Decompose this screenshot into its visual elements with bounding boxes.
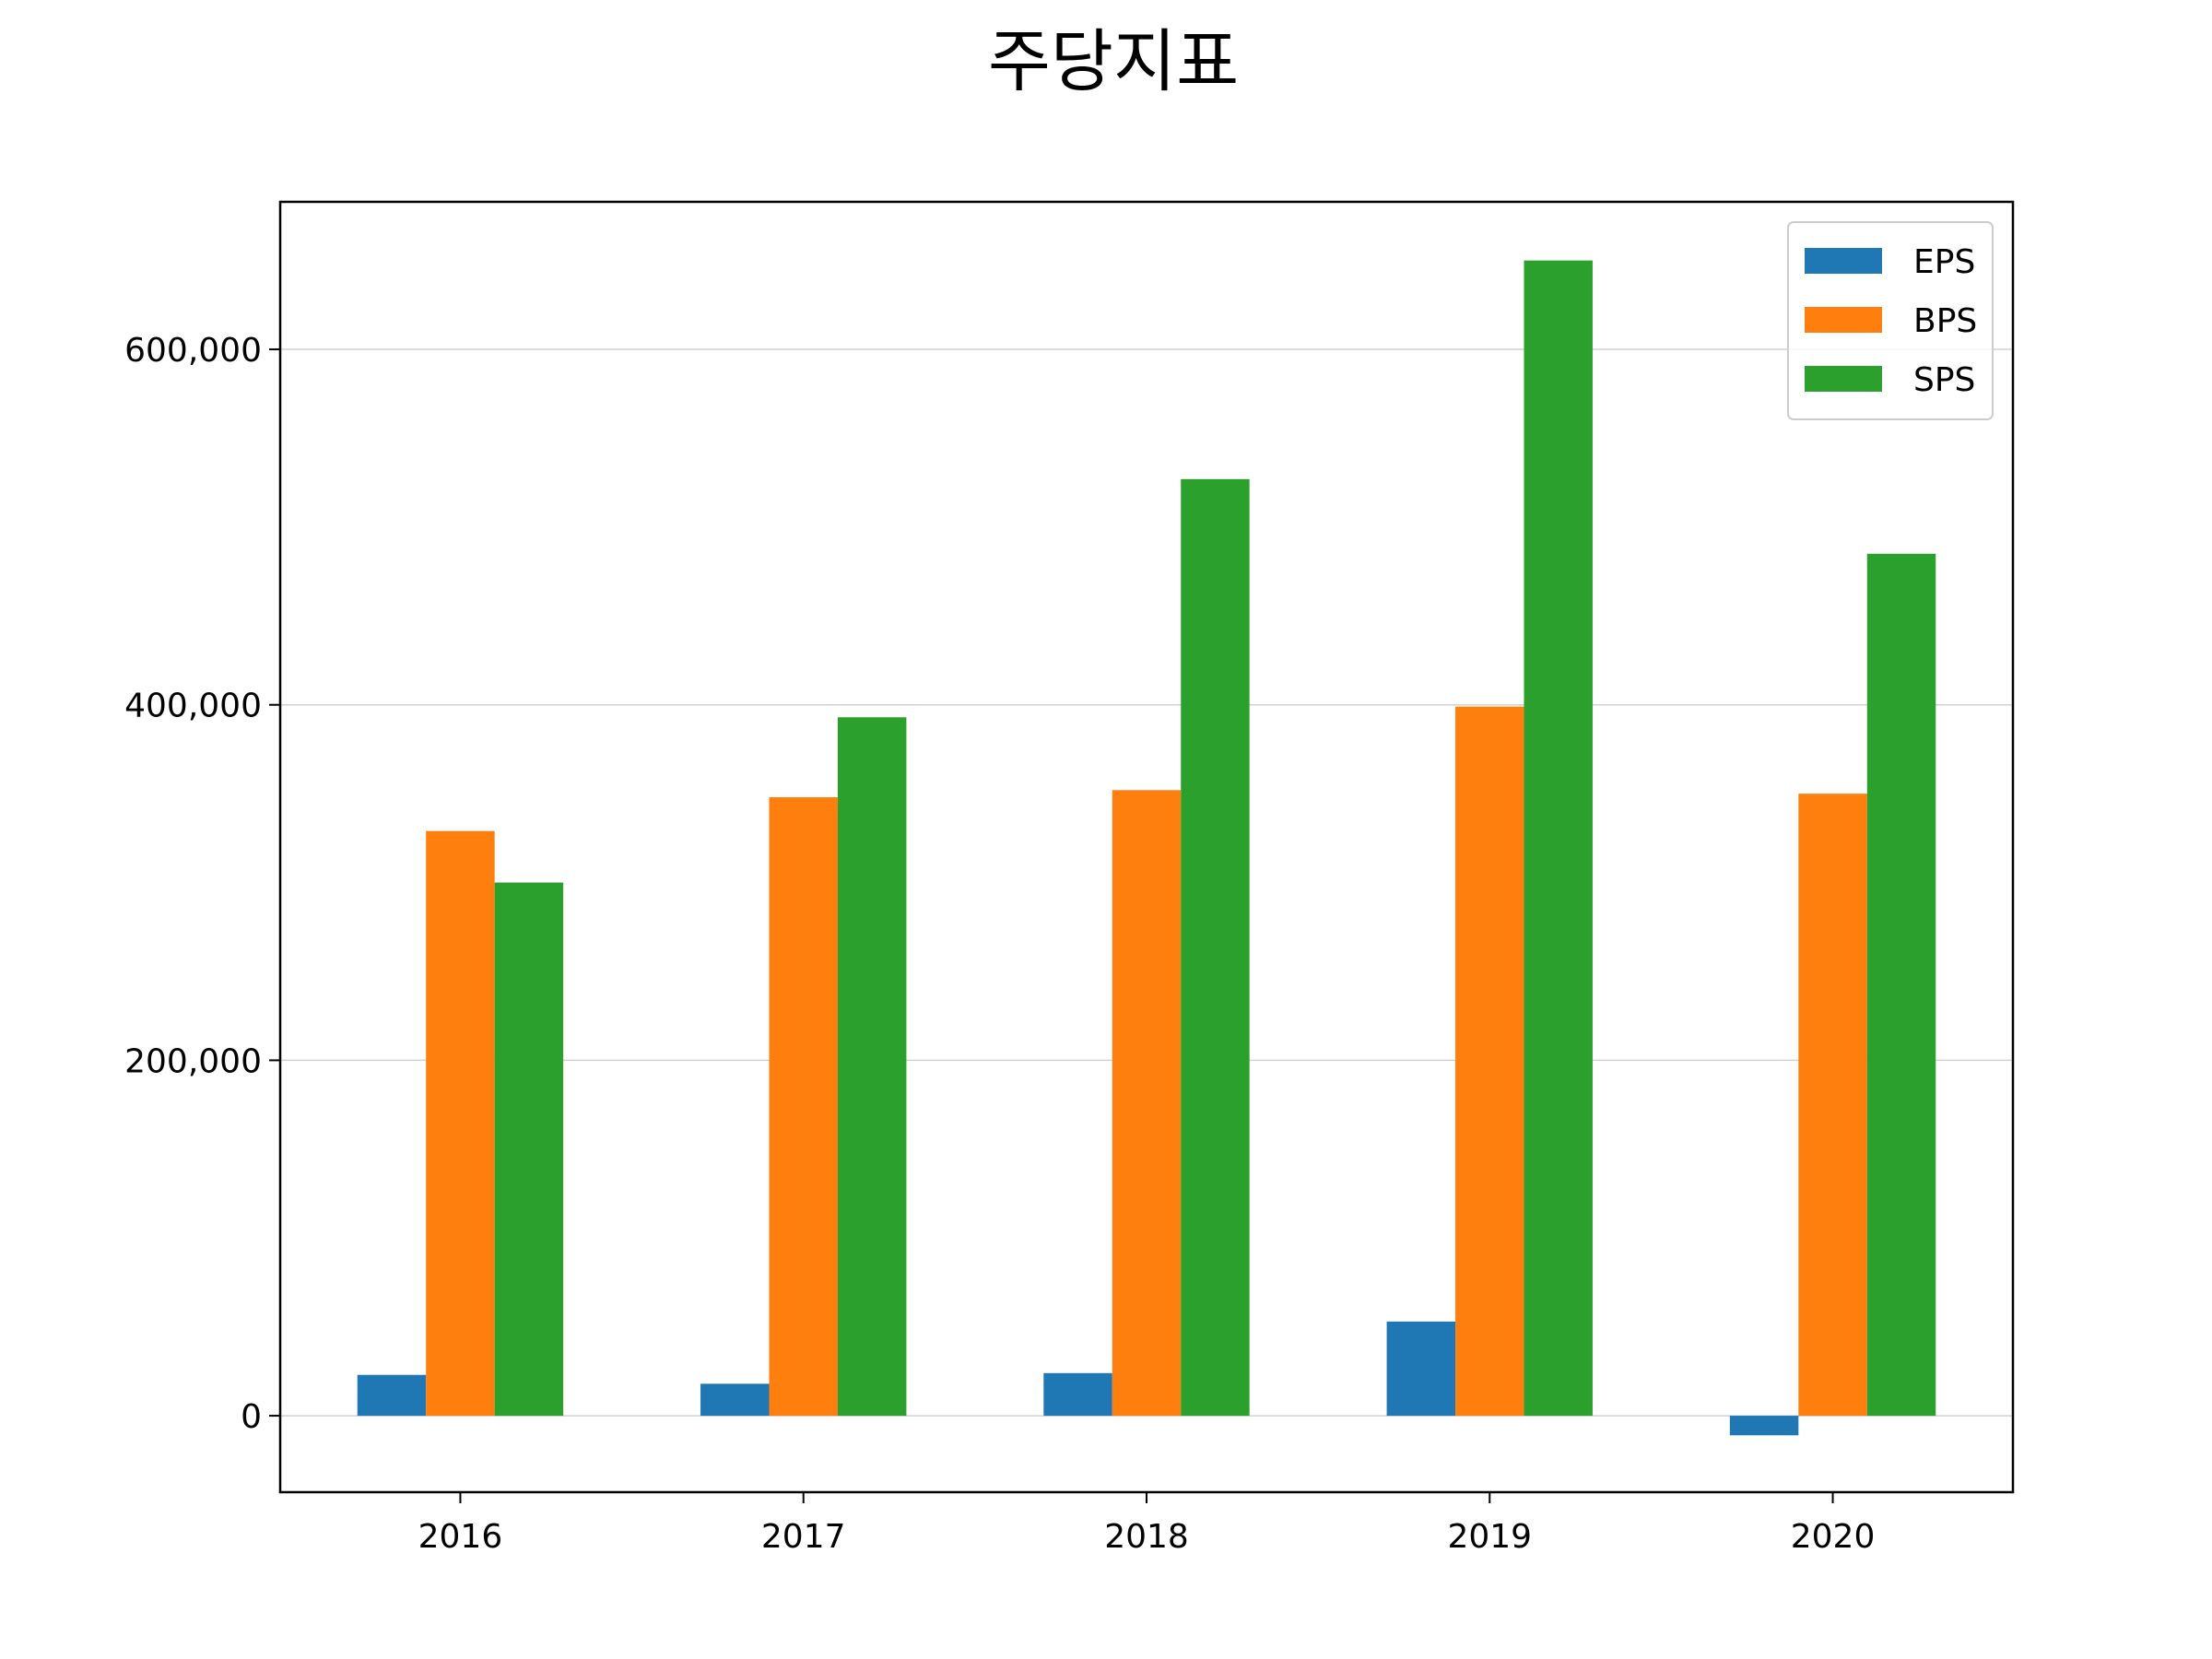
legend-label-bps: BPS [1913,302,1977,340]
bar-bps-2019 [1455,706,1524,1417]
bar-bps-2016 [426,830,495,1417]
bar-sps-2019 [1524,260,1593,1417]
x-axis: 2016 2017 2018 2019 2020 [418,1492,1876,1556]
chart-title: 주당지표 [988,22,1239,101]
legend-swatch-sps [1805,366,1882,392]
x-tick-label: 2017 [761,1518,846,1556]
bar-bps-2020 [1798,794,1867,1417]
y-axis: 0 200,000 400,000 600,000 [124,332,280,1436]
bars [357,260,1936,1436]
x-tick-label: 2019 [1447,1518,1532,1556]
legend-label-sps: SPS [1913,361,1975,399]
x-tick-label: 2020 [1791,1518,1876,1556]
legend: EPS BPS SPS [1787,221,1994,420]
bar-sps-2016 [494,882,564,1417]
bar-sps-2020 [1866,553,1936,1417]
bar-eps-2020 [1729,1416,1799,1436]
bar-eps-2016 [357,1374,427,1417]
bar-eps-2017 [700,1383,770,1417]
x-tick-label: 2018 [1104,1518,1189,1556]
bar-sps-2018 [1181,478,1250,1417]
bar-eps-2019 [1386,1321,1456,1417]
legend-swatch-eps [1805,248,1882,274]
y-tick-label: 600,000 [124,332,262,370]
bar-bps-2017 [769,797,838,1417]
bar-eps-2018 [1043,1372,1112,1417]
y-tick-label: 200,000 [124,1042,262,1080]
legend-swatch-bps [1805,307,1882,333]
legend-label-eps: EPS [1913,243,1975,281]
y-tick-label: 0 [241,1398,262,1436]
bar-sps-2017 [837,717,907,1417]
y-tick-label: 400,000 [124,688,262,725]
x-tick-label: 2016 [418,1518,503,1556]
bar-bps-2018 [1112,790,1182,1417]
